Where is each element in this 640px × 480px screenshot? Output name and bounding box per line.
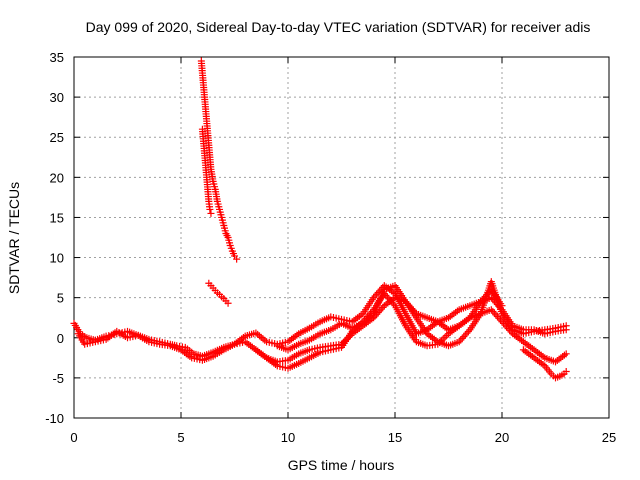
- x-tick-label: 0: [70, 430, 77, 445]
- data-point-interp: [371, 292, 379, 300]
- data-point: [562, 350, 570, 358]
- x-tick-label: 10: [281, 430, 295, 445]
- y-tick-label: 15: [50, 210, 64, 225]
- x-tick-labels: 0 5 10 15 20 25: [70, 430, 616, 445]
- y-tick-label: -10: [45, 411, 64, 426]
- data-point-interp: [460, 333, 468, 341]
- data-point: [207, 209, 215, 217]
- data-point-interp: [441, 333, 449, 341]
- x-tick-label: 20: [495, 430, 509, 445]
- plot-frame: [73, 56, 610, 419]
- data-point: [233, 255, 241, 263]
- data-point-interp: [383, 293, 391, 301]
- data-point-interp: [458, 334, 466, 342]
- data-point-interp: [461, 331, 469, 339]
- data-point-interp: [493, 313, 501, 321]
- data-point-interp: [388, 298, 396, 306]
- y-tick-label: 35: [50, 50, 64, 65]
- data-point-interp: [463, 329, 471, 337]
- data-point: [487, 306, 495, 314]
- y-tick-label: 25: [50, 130, 64, 145]
- y-tick-label: 0: [57, 331, 64, 346]
- y-axis-label: SDTVAR / TECUs: [6, 182, 22, 294]
- data-point-interp: [389, 300, 397, 308]
- x-tick-label: 5: [177, 430, 184, 445]
- y-tick-label: -5: [52, 371, 64, 386]
- data-points: [70, 57, 570, 382]
- axis-ticks: [73, 56, 610, 419]
- data-point-interp: [385, 295, 393, 303]
- data-point-interp: [464, 327, 472, 335]
- grid-lines: [74, 57, 609, 418]
- x-tick-label: 15: [388, 430, 402, 445]
- data-point: [206, 205, 214, 213]
- x-tick-label: 25: [602, 430, 616, 445]
- data-point: [455, 338, 463, 346]
- data-point-interp: [490, 309, 498, 317]
- chart-title: Day 099 of 2020, Sidereal Day-to-day VTE…: [86, 19, 591, 35]
- x-axis-label: GPS time / hours: [288, 457, 395, 473]
- data-point-interp: [489, 307, 497, 315]
- data-point: [562, 367, 570, 375]
- data-point-interp: [374, 289, 382, 297]
- data-point-interp: [386, 297, 394, 305]
- y-tick-labels: -10 -5 0 5 10 15 20 25 30 35: [45, 50, 64, 426]
- y-tick-label: 5: [57, 291, 64, 306]
- data-point: [370, 294, 378, 302]
- data-point: [562, 322, 570, 330]
- y-tick-label: 20: [50, 170, 64, 185]
- data-point-interp: [376, 307, 384, 315]
- y-tick-label: 30: [50, 90, 64, 105]
- data-point-interp: [379, 303, 387, 311]
- y-tick-label: 10: [50, 251, 64, 266]
- data-point-interp: [457, 336, 465, 344]
- data-point: [224, 299, 232, 307]
- data-point-interp: [382, 291, 390, 299]
- data-point-interp: [492, 311, 500, 319]
